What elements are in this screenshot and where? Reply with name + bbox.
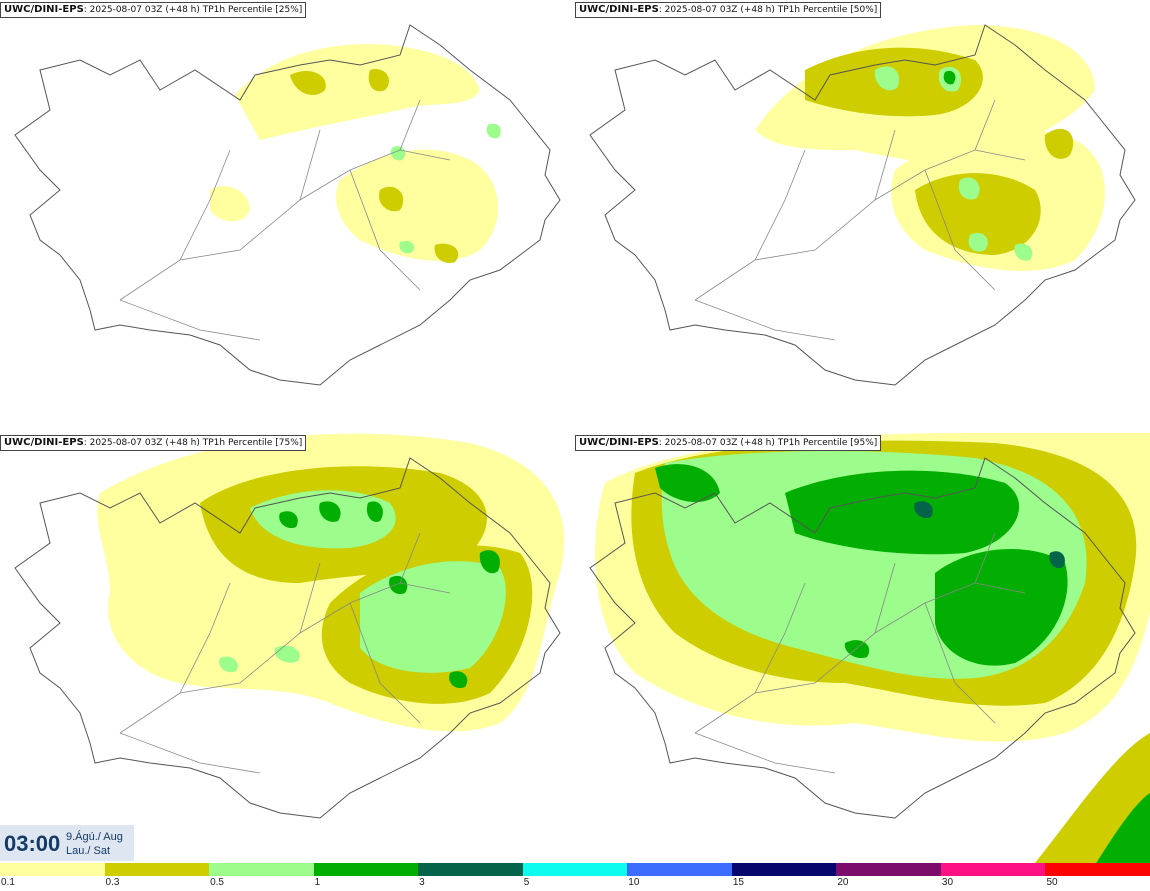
- valid-date: 9.Ágú./ Aug Lau./ Sat: [66, 830, 123, 858]
- roads: [694, 532, 1026, 774]
- legend-tick-label: 30: [941, 877, 954, 888]
- legend-swatch: [209, 863, 314, 876]
- iceland-coastline: [14, 457, 561, 819]
- legend-tick-label: 50: [1046, 877, 1058, 888]
- panel-title: UWC/DINI-EPS: 2025-08-07 03Z (+48 h) TP1…: [575, 435, 882, 451]
- legend-tick-label: 1: [314, 877, 321, 888]
- model-source: UWC/DINI-EPS: [4, 437, 84, 448]
- legend-swatch: [313, 863, 419, 876]
- precip-layer: [755, 25, 1105, 271]
- map-canvas: [589, 433, 1150, 865]
- panel-detail: 2025-08-07 03Z (+48 h) TP1h Percentile […: [89, 438, 303, 448]
- legend-tick-label: 3: [419, 877, 425, 888]
- legend-swatch: [1045, 863, 1150, 876]
- model-source: UWC/DINI-EPS: [579, 4, 659, 15]
- legend-swatch: [522, 863, 628, 876]
- legend-tick-label: 0.1: [1, 877, 15, 888]
- legend-swatch: [418, 863, 523, 876]
- map-canvas: [14, 433, 565, 819]
- map-panel-p25: UWC/DINI-EPS: 2025-08-07 03Z (+48 h) TP1…: [0, 0, 575, 432]
- valid-clock: 03:00: [4, 831, 61, 856]
- legend-tick-label: 20: [837, 877, 849, 888]
- legend-swatch: [0, 863, 105, 876]
- legend-tick-label: 5: [523, 877, 530, 888]
- legend-swatch: [940, 863, 1046, 876]
- roads: [119, 532, 451, 774]
- legend-tick-label: 15: [732, 877, 744, 888]
- roads: [694, 99, 1026, 341]
- panel-detail: 2025-08-07 03Z (+48 h) TP1h Percentile […: [664, 5, 878, 15]
- precip-layer: [210, 44, 501, 264]
- map-panel-p50: UWC/DINI-EPS: 2025-08-07 03Z (+48 h) TP1…: [575, 0, 1150, 432]
- panel-detail: 2025-08-07 03Z (+48 h) TP1h Percentile […: [664, 438, 878, 448]
- panel-detail: 2025-08-07 03Z (+48 h) TP1h Percentile […: [89, 5, 303, 15]
- legend-tick-label: 0.3: [105, 877, 120, 888]
- map-canvas: [14, 24, 561, 386]
- roads: [119, 99, 451, 341]
- map-panel-p75: UWC/DINI-EPS: 2025-08-07 03Z (+48 h) TP1…: [0, 433, 575, 865]
- model-source: UWC/DINI-EPS: [4, 4, 84, 15]
- valid-time-box: 03:00 9.Ágú./ Aug Lau./ Sat: [0, 825, 134, 861]
- map-canvas: [589, 24, 1136, 386]
- map-panel-p95: UWC/DINI-EPS: 2025-08-07 03Z (+48 h) TP1…: [575, 433, 1150, 865]
- iceland-coastline: [589, 457, 1136, 819]
- precip-layer: [97, 433, 565, 732]
- valid-date-line2: Lau./ Sat: [66, 845, 111, 857]
- legend-swatch: [731, 863, 837, 876]
- legend-colorbar: [0, 863, 1150, 876]
- model-source: UWC/DINI-EPS: [579, 437, 659, 448]
- panel-title: UWC/DINI-EPS: 2025-08-07 03Z (+48 h) TP1…: [0, 2, 307, 18]
- legend-swatch: [104, 863, 210, 876]
- legend-swatch: [836, 863, 941, 876]
- panel-title: UWC/DINI-EPS: 2025-08-07 03Z (+48 h) TP1…: [575, 2, 882, 18]
- legend-swatch: [627, 863, 732, 876]
- iceland-coastline: [14, 24, 561, 386]
- precip-layer: [595, 433, 1150, 865]
- panel-title: UWC/DINI-EPS: 2025-08-07 03Z (+48 h) TP1…: [0, 435, 307, 451]
- legend-tick-label: 0.5: [210, 877, 224, 888]
- legend-ticks: 0.1 0.3 0.5 1 3 5 10 15 20 30 50: [0, 876, 1150, 891]
- iceland-coastline: [589, 24, 1136, 386]
- legend-tick-label: 10: [628, 877, 640, 888]
- valid-date-line1: 9.Ágú./ Aug: [66, 831, 123, 843]
